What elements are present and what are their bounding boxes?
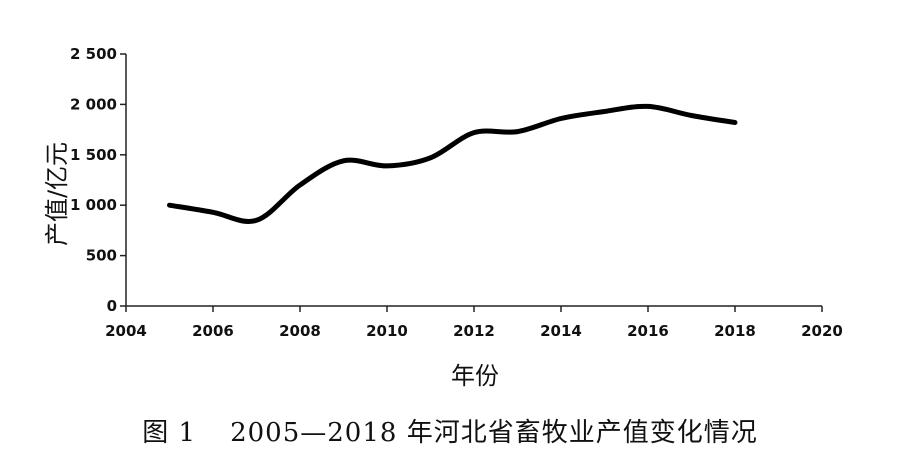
y-tick-label: 2 500	[70, 45, 117, 63]
x-axis-title: 年份	[451, 362, 499, 390]
x-axis: 2004 2006 2008 2010 2012 2014 2016 2018 2020	[105, 305, 843, 340]
x-tick-label: 2010	[366, 322, 408, 340]
x-tick-label: 2014	[540, 322, 582, 340]
line-chart: 0 500 1 000 1 500 2 000 2 500 2004 2006 2008 201…	[43, 45, 843, 390]
x-tick-label: 2016	[627, 322, 669, 340]
figure-number: 图 1	[142, 418, 197, 448]
series-line	[167, 103, 738, 224]
figure-title: 2005—2018 年河北省畜牧业产值变化情况	[230, 418, 758, 448]
x-tick-label: 2020	[801, 322, 843, 340]
y-tick-label: 500	[86, 247, 117, 265]
x-tick-label: 2006	[192, 322, 234, 340]
y-tick-label: 1 500	[70, 146, 117, 164]
y-tick-label: 0	[107, 297, 117, 315]
x-tick-label: 2008	[279, 322, 321, 340]
y-axis-title: 产值/亿元	[43, 142, 71, 246]
series-layer	[167, 103, 738, 224]
x-tick-label: 2004	[105, 322, 147, 340]
y-tick-label: 1 000	[70, 196, 117, 214]
figure-caption: 图 1 2005—2018 年河北省畜牧业产值变化情况	[0, 412, 900, 449]
x-tick-label: 2018	[714, 322, 756, 340]
x-tick-label: 2012	[453, 322, 495, 340]
y-axis: 0 500 1 000 1 500 2 000 2 500	[70, 45, 127, 315]
y-tick-label: 2 000	[70, 95, 117, 113]
